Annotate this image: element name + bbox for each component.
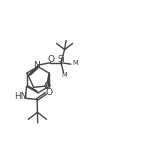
Text: M: M xyxy=(61,72,67,78)
Text: O: O xyxy=(47,55,54,64)
Text: HN: HN xyxy=(14,92,27,101)
Text: Si: Si xyxy=(58,55,66,64)
Text: O: O xyxy=(43,82,50,91)
Text: N: N xyxy=(33,61,40,70)
Text: O: O xyxy=(46,88,53,97)
Text: M: M xyxy=(72,60,78,66)
